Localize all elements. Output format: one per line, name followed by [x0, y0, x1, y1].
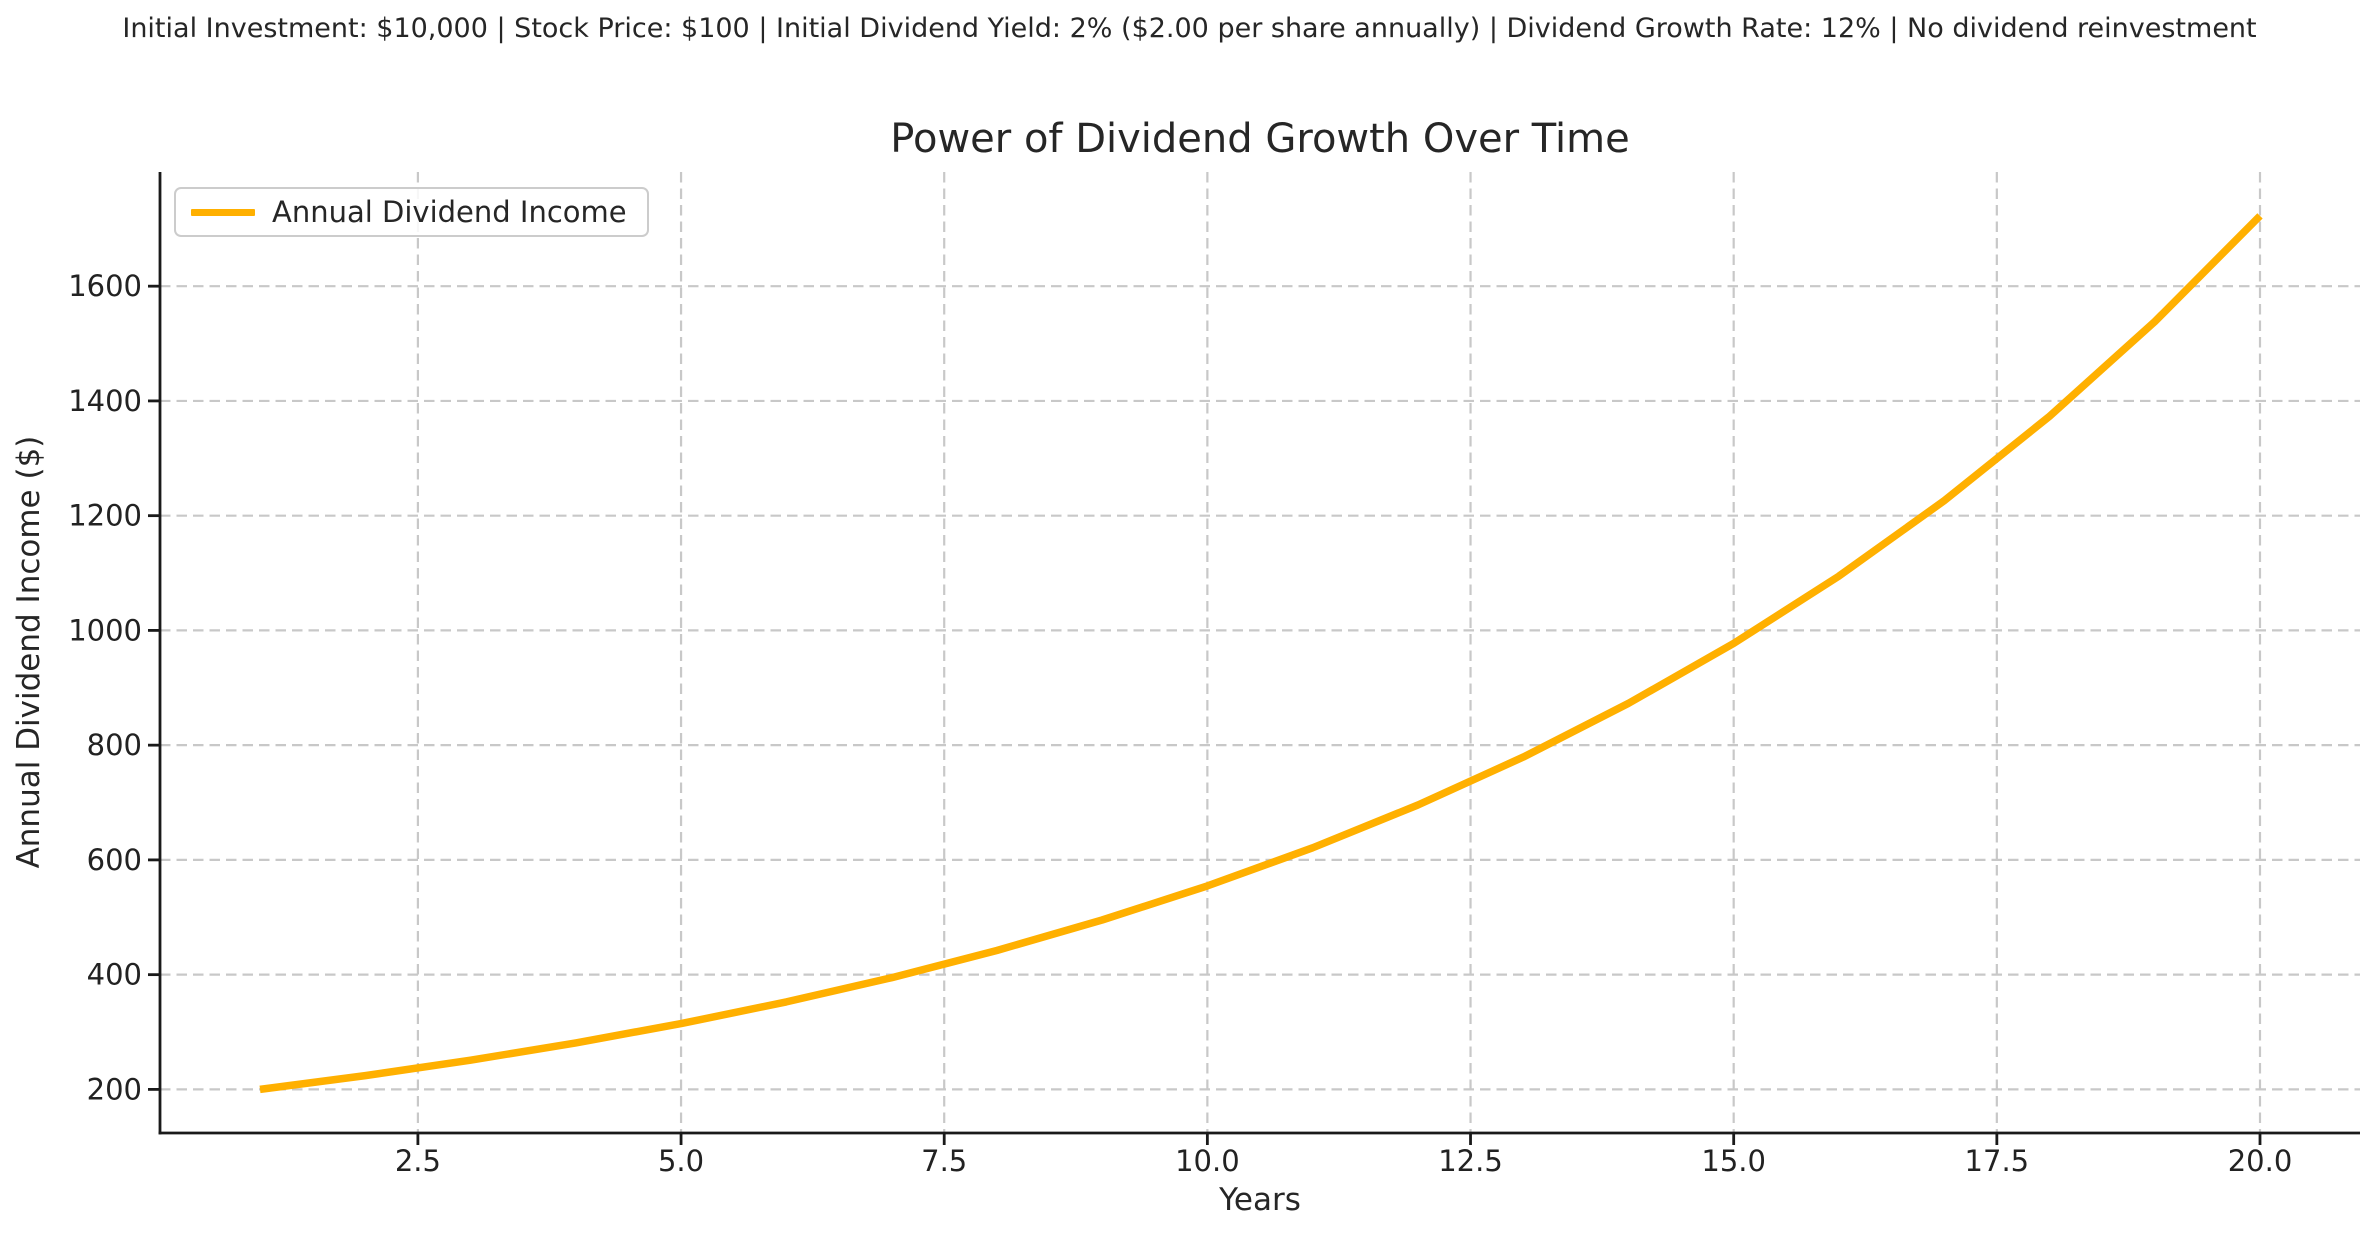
legend-label: Annual Dividend Income [272, 195, 627, 229]
x-tick-label: 7.5 [921, 1144, 967, 1178]
annual-dividend-income-series [259, 213, 2263, 1094]
y-tick-label: 600 [87, 843, 142, 877]
x-tick-label: 17.5 [1965, 1144, 2030, 1178]
y-tick-label: 1000 [68, 613, 142, 647]
x-tick-label: 12.5 [1438, 1144, 1503, 1178]
x-tick-label: 15.0 [1701, 1144, 1766, 1178]
y-tick-label: 1400 [68, 384, 142, 418]
x-tick-label: 20.0 [2228, 1144, 2293, 1178]
x-tick-label: 5.0 [658, 1144, 704, 1178]
x-axis-label: Years [1219, 1182, 1301, 1218]
tick-labels: 2.5 5.0 7.5 10.0 12.5 15.0 17.5 20.0 200 400 600 80… [68, 269, 2292, 1178]
legend-line-swatch [191, 208, 255, 216]
dividend-income-line [259, 213, 2263, 1094]
axis-ticks [148, 284, 2262, 1145]
y-tick-label: 1200 [68, 499, 142, 533]
y-axis-label: Annual Dividend Income ($) [11, 435, 47, 869]
y-tick-label: 800 [87, 728, 142, 762]
chart-title: Power of Dividend Growth Over Time [890, 116, 1630, 162]
x-tick-label: 10.0 [1175, 1144, 1240, 1178]
axes-spines [158, 172, 2360, 1135]
legend: Annual Dividend Income [174, 187, 649, 237]
y-tick-label: 200 [87, 1072, 142, 1106]
x-tick-label: 2.5 [395, 1144, 441, 1178]
y-tick-label: 1600 [68, 269, 142, 303]
chart-subtitle: Initial Investment: $10,000 | Stock Pric… [122, 13, 2257, 44]
gridlines [160, 172, 2360, 1133]
y-tick-label: 400 [87, 958, 142, 992]
